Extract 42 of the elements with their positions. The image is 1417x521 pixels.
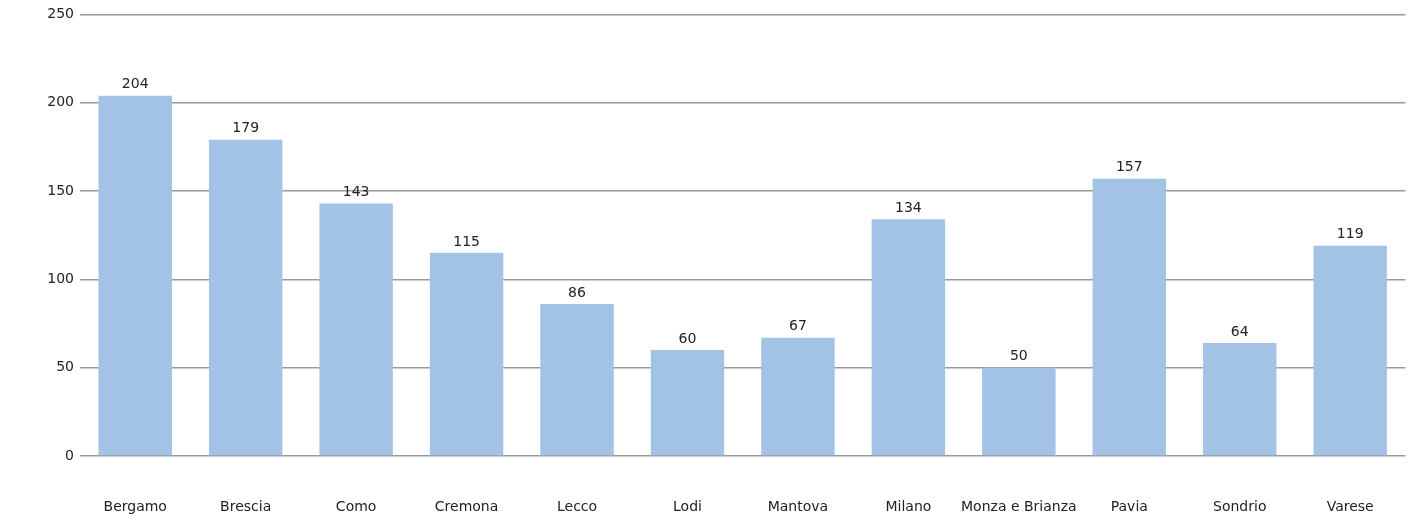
bar [208, 139, 283, 456]
bar [871, 219, 946, 456]
bar [540, 304, 614, 456]
y-tick-label: 0 [65, 446, 74, 463]
data-label: 157 [1115, 158, 1143, 175]
bar [319, 203, 393, 456]
x-tick-label: Sondrio [1213, 498, 1267, 515]
data-label: 67 [789, 317, 807, 334]
bar [1203, 342, 1277, 456]
bar [429, 252, 504, 456]
data-label: 119 [1336, 225, 1364, 242]
bar [982, 367, 1056, 456]
data-label: 64 [1230, 322, 1249, 339]
data-label: 86 [568, 283, 587, 300]
x-tick-label: Como [335, 498, 377, 515]
x-tick-label: Mantova [767, 498, 829, 515]
data-label: 143 [342, 183, 370, 200]
data-label: 115 [453, 232, 480, 249]
x-tick-label: Monza e Brianza [961, 498, 1077, 515]
bar [1092, 178, 1167, 456]
data-label: 179 [232, 119, 260, 136]
y-tick-label: 150 [47, 181, 74, 198]
x-tick-label: Varese [1326, 498, 1374, 515]
bar [761, 337, 835, 456]
data-label: 50 [1009, 347, 1028, 364]
x-tick-label: Milano [885, 498, 932, 515]
x-tick-label: Lodi [673, 498, 702, 515]
data-label: 204 [121, 75, 149, 92]
y-tick-label: 250 [47, 5, 74, 22]
x-tick-label: Brescia [220, 498, 272, 515]
x-tick-label: Lecco [556, 498, 598, 515]
x-tick-label: Cremona [434, 498, 499, 515]
x-tick-label: Pavia [1110, 498, 1148, 515]
y-tick-label: 200 [47, 93, 74, 110]
bar [1313, 245, 1387, 456]
bar [98, 95, 172, 456]
x-tick-label: Bergamo [103, 498, 167, 515]
y-tick-label: 50 [56, 358, 74, 375]
data-label: 60 [678, 329, 697, 346]
y-tick-label: 100 [47, 270, 74, 286]
bar [650, 350, 725, 456]
data-label: 134 [895, 198, 922, 215]
